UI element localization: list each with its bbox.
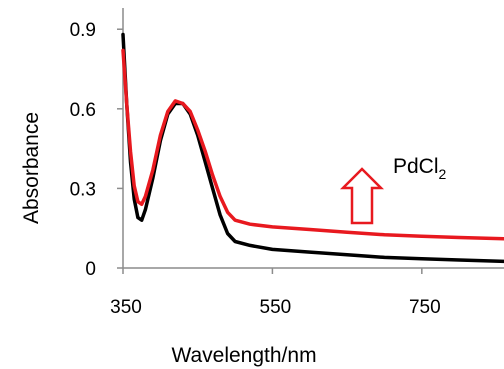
up-arrow-icon <box>339 167 385 225</box>
series-line-black <box>121 32 504 264</box>
pdcl2-annotation: PdCl2 <box>339 155 447 225</box>
svg-text:PdCl2: PdCl2 <box>393 155 447 182</box>
x-tick-label: 550 <box>260 297 292 318</box>
y-tick-label: 0 <box>85 259 96 280</box>
plot-area: 0 0.3 0.6 0.9 350 550 750 <box>70 8 504 318</box>
x-tick-label: 350 <box>110 297 142 318</box>
y-axis-title: Absorbance <box>20 112 43 224</box>
x-tick-label: 750 <box>409 297 441 318</box>
annotation-label: PdCl <box>393 155 439 178</box>
x-axis-title: Wavelength/nm <box>171 344 316 367</box>
annotation-subscript: 2 <box>439 166 447 182</box>
y-tick-label: 0.3 <box>70 179 96 200</box>
series-line-red <box>121 48 504 241</box>
y-tick-label: 0.6 <box>70 100 96 121</box>
y-tick-label: 0.9 <box>70 20 96 41</box>
